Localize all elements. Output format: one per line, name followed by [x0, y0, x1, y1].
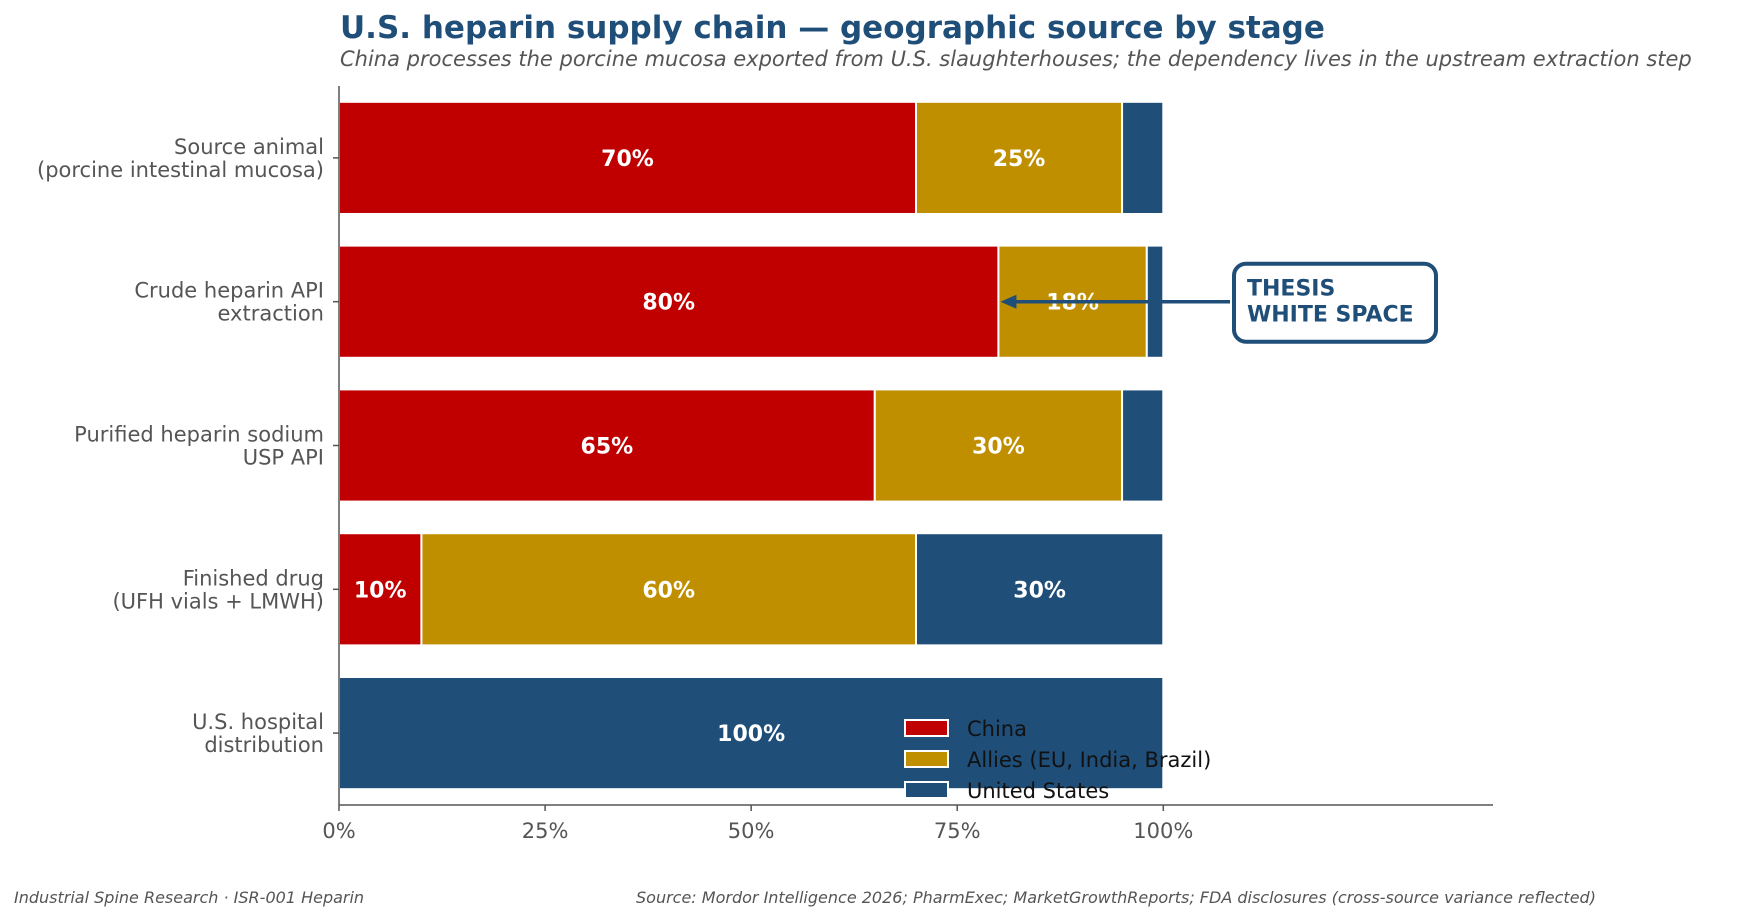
bar-segment: [338, 532, 423, 647]
legend-label: United States: [967, 779, 1109, 803]
category-label: Crude heparin API extraction: [134, 279, 324, 326]
callout-arrowhead: [1000, 294, 1017, 309]
bar-segment: [1121, 100, 1165, 215]
legend-swatch: [904, 781, 949, 799]
bar-value-label: 70%: [601, 147, 654, 172]
bar-value-label: 25%: [993, 147, 1046, 172]
category-label: Source animal (porcine intestinal mucosa): [37, 135, 324, 182]
legend-label: China: [967, 717, 1027, 741]
bar-segment: [873, 388, 1124, 503]
x-tick-label: 0%: [322, 819, 355, 843]
x-tick-label: 25%: [522, 819, 569, 843]
plot-area: 70% 25% Source animal (porcine intestinal m…: [37, 86, 1493, 843]
bar-segment: [915, 532, 1165, 647]
bar-value-label: 30%: [972, 435, 1025, 460]
footer-right: Source: Mordor Intelligence 2026; PharmE…: [636, 888, 1596, 907]
bar-segment: [420, 532, 917, 647]
category-label: Finished drug (UFH vials + LMWH): [112, 566, 324, 613]
bar-segment: [338, 244, 1000, 359]
callout-box: [1232, 261, 1438, 344]
legend-swatch: [904, 750, 949, 768]
x-tick-label: 50%: [728, 819, 775, 843]
bar-segment: [915, 100, 1124, 215]
bar-value-label: 30%: [1013, 578, 1066, 603]
bar-value-label: 65%: [581, 435, 634, 460]
footer-left: Industrial Spine Research · ISR-001 Hepa…: [14, 888, 364, 907]
category-label: Purified heparin sodium USP API: [74, 423, 324, 470]
bar-value-label: 10%: [354, 578, 407, 603]
bar-value-label: 60%: [642, 578, 695, 603]
x-tick-label: 100%: [1133, 819, 1193, 843]
x-tick-label: 75%: [934, 819, 981, 843]
legend-swatch: [904, 719, 949, 737]
bar-segment: [1121, 388, 1165, 503]
chart-title: U.S. heparin supply chain — geographic s…: [340, 10, 1325, 46]
bar-value-label: 100%: [717, 722, 785, 747]
legend-label: Allies (EU, India, Brazil): [967, 748, 1211, 772]
bar-value-label: 80%: [642, 291, 695, 316]
chart-subtitle: China processes the porcine mucosa expor…: [340, 47, 1692, 71]
category-label: U.S. hospital distribution: [192, 710, 324, 757]
bar-segment: [338, 100, 917, 215]
callout-text: THESIS WHITE SPACE: [1247, 277, 1414, 328]
bar-segment: [338, 676, 1165, 791]
